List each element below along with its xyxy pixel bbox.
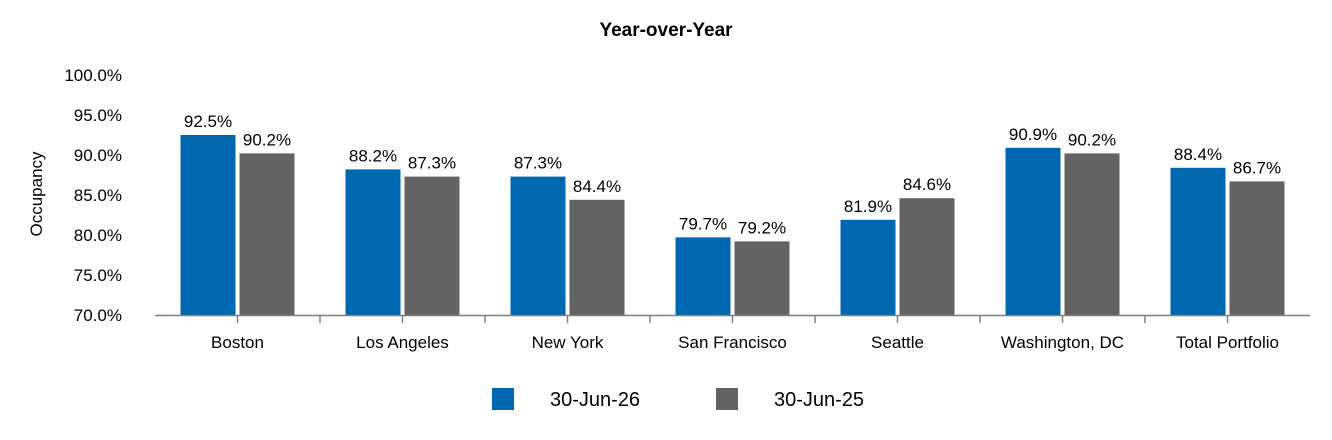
y-tick-label: 70.0% — [74, 306, 122, 325]
y-tick-label: 85.0% — [74, 186, 122, 205]
y-axis-title: Occupancy — [27, 151, 46, 237]
y-tick-label: 95.0% — [74, 106, 122, 125]
legend-swatch — [492, 388, 514, 410]
data-label: 87.3% — [408, 154, 456, 173]
bar-prior — [569, 199, 625, 315]
bar-current — [345, 169, 401, 315]
x-tick-label: Boston — [211, 333, 264, 352]
data-label: 90.2% — [243, 130, 291, 149]
bar-prior — [404, 176, 460, 315]
y-axis: 70.0% 75.0% 80.0% 85.0% 90.0% 95.0% 100.0% — [64, 66, 122, 325]
bar-prior — [734, 241, 790, 315]
x-axis: Boston Los Angeles New York San Francisco Se… — [211, 315, 1279, 352]
bar-prior — [239, 153, 295, 315]
x-tick-label: New York — [532, 333, 604, 352]
chart-title: Year-over-Year — [599, 20, 733, 41]
data-label: 81.9% — [844, 197, 892, 216]
y-tick-label: 80.0% — [74, 226, 122, 245]
bar-prior — [1064, 153, 1120, 315]
legend-label: 30-Jun-26 — [550, 389, 640, 411]
bar-current — [675, 237, 731, 315]
data-label: 87.3% — [514, 154, 562, 173]
y-tick-label: 75.0% — [74, 266, 122, 285]
legend: 30-Jun-26 30-Jun-25 — [492, 388, 864, 411]
bar-current — [510, 176, 566, 315]
x-tick-label: Seattle — [871, 333, 924, 352]
y-tick-label: 100.0% — [64, 66, 122, 85]
legend-label: 30-Jun-25 — [774, 389, 864, 411]
data-label: 88.2% — [349, 146, 397, 165]
data-label: 90.2% — [1068, 130, 1116, 149]
x-tick-label: Washington, DC — [1001, 333, 1124, 352]
data-label: 88.4% — [1174, 145, 1222, 164]
legend-swatch — [716, 388, 738, 410]
bar-current — [180, 135, 236, 315]
data-label: 79.2% — [738, 218, 786, 237]
data-label: 79.7% — [679, 214, 727, 233]
bar-current — [840, 219, 896, 315]
data-label: 92.5% — [184, 112, 232, 131]
data-label: 86.7% — [1233, 158, 1281, 177]
x-tick-label: San Francisco — [678, 333, 787, 352]
data-label: 84.4% — [573, 177, 621, 196]
x-tick-label: Los Angeles — [356, 333, 449, 352]
bar-current — [1170, 167, 1226, 315]
bar-prior — [899, 198, 955, 315]
bar-current — [1005, 147, 1061, 315]
plot-area: 92.5% 90.2% 88.2% 87.3% 87.3% 84.4% 79.7% 79.2%… — [180, 112, 1285, 315]
x-tick-label: Total Portfolio — [1176, 333, 1279, 352]
bar-prior — [1229, 181, 1285, 315]
data-label: 84.6% — [903, 175, 951, 194]
data-label: 90.9% — [1009, 125, 1057, 144]
y-tick-label: 90.0% — [74, 146, 122, 165]
